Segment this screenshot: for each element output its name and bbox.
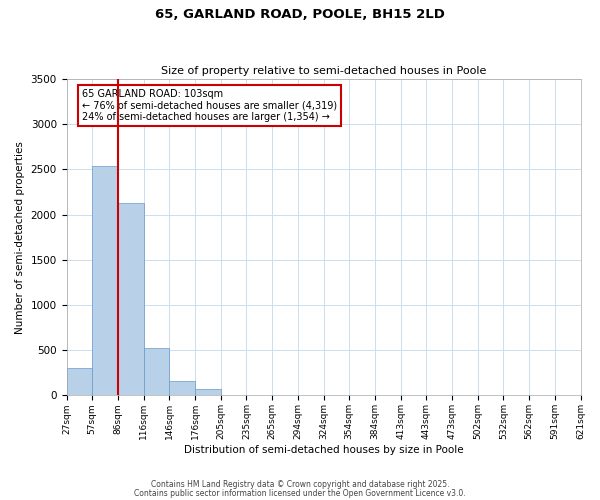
Bar [195, 389, 221, 396]
Bar [67, 368, 92, 396]
Bar [169, 382, 195, 396]
Text: Contains public sector information licensed under the Open Government Licence v3: Contains public sector information licen… [134, 489, 466, 498]
Text: 65, GARLAND ROAD, POOLE, BH15 2LD: 65, GARLAND ROAD, POOLE, BH15 2LD [155, 8, 445, 20]
Bar [143, 348, 169, 396]
Text: 65 GARLAND ROAD: 103sqm
← 76% of semi-detached houses are smaller (4,319)
24% of: 65 GARLAND ROAD: 103sqm ← 76% of semi-de… [82, 88, 337, 122]
Bar [118, 203, 143, 396]
X-axis label: Distribution of semi-detached houses by size in Poole: Distribution of semi-detached houses by … [184, 445, 463, 455]
Y-axis label: Number of semi-detached properties: Number of semi-detached properties [15, 141, 25, 334]
Title: Size of property relative to semi-detached houses in Poole: Size of property relative to semi-detach… [161, 66, 486, 76]
Text: Contains HM Land Registry data © Crown copyright and database right 2025.: Contains HM Land Registry data © Crown c… [151, 480, 449, 489]
Bar [92, 166, 118, 396]
